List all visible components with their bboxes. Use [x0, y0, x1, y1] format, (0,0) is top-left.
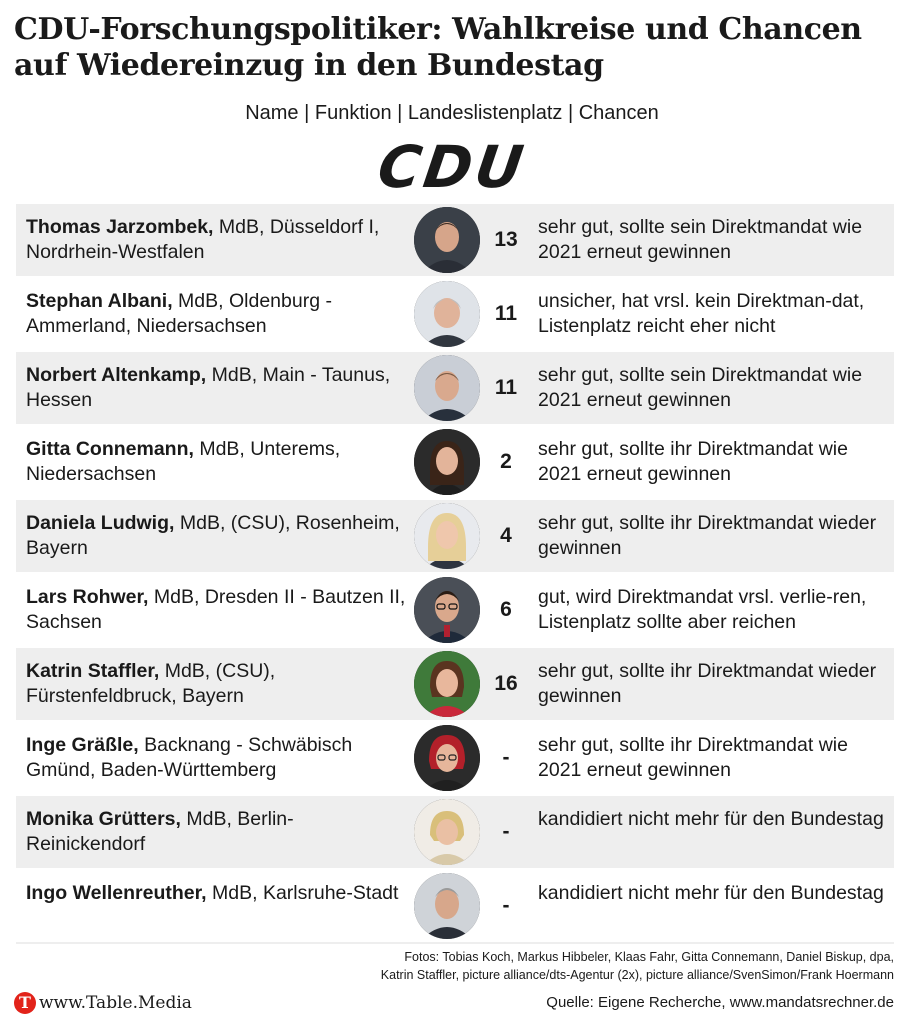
- chance-text: sehr gut, sollte sein Direktmandat wie 2…: [538, 216, 863, 263]
- person-name: Inge Gräßle,: [26, 734, 139, 756]
- portrait-photo: [414, 725, 480, 791]
- chance-text: sehr gut, sollte ihr Direktmandat wieder…: [538, 660, 877, 707]
- chance-text: sehr gut, sollte sein Direktmandat wie 2…: [538, 364, 863, 411]
- person-info: Norbert Altenkamp, MdB, Main - Taunus, H…: [26, 363, 406, 413]
- portrait-photo: [414, 873, 480, 939]
- chance-text: kandidiert nicht mehr für den Bundestag: [538, 808, 884, 830]
- person-name: Lars Rohwer,: [26, 586, 149, 608]
- person-detail: MdB, Berlin-Reinickendorf: [26, 808, 294, 855]
- chance-text: sehr gut, sollte ihr Direktmandat wieder…: [538, 512, 877, 559]
- table-row: Monika Grütters, MdB, Berlin-Reinickendo…: [16, 796, 894, 868]
- portrait-photo: [414, 429, 480, 495]
- person-detail: MdB, (CSU), Fürstenfeldbruck, Bayern: [26, 660, 276, 707]
- person-detail: MdB, Karlsruhe-Stadt: [206, 882, 399, 904]
- column-legend: Name | Funktion | Landeslistenplatz | Ch…: [245, 102, 659, 124]
- footer-divider: [16, 942, 894, 944]
- list-rank: 4: [500, 524, 512, 547]
- person-name: Stephan Albani,: [26, 290, 173, 312]
- person-detail: MdB, Düsseldorf I, Nordrhein-Westfalen: [26, 216, 380, 263]
- list-rank: 2: [500, 450, 512, 473]
- person-info: Inge Gräßle, Backnang - Schwäbisch Gmünd…: [26, 733, 406, 783]
- person-info: Monika Grütters, MdB, Berlin-Reinickendo…: [26, 807, 406, 857]
- table-row: Inge Gräßle, Backnang - Schwäbisch Gmünd…: [16, 722, 894, 794]
- person-name: Daniela Ludwig,: [26, 512, 175, 534]
- person-info: Gitta Connemann, MdB, Unterems, Niedersa…: [26, 437, 406, 487]
- table-row: Gitta Connemann, MdB, Unterems, Niedersa…: [16, 426, 894, 498]
- person-detail: MdB, Unterems, Niedersachsen: [26, 438, 341, 485]
- list-rank: -: [502, 820, 510, 843]
- page-title: CDU-Forschungspolitiker: Wahlkreise und …: [14, 12, 862, 83]
- portrait-photo: [414, 577, 480, 643]
- table-row: Thomas Jarzombek, MdB, Düsseldorf I, Nor…: [16, 204, 894, 276]
- portrait-photo: [414, 651, 480, 717]
- chance-text: sehr gut, sollte ihr Direktmandat wie 20…: [538, 734, 848, 781]
- source-note: Quelle: Eigene Recherche, www.mandatsrec…: [546, 994, 894, 1011]
- politician-table: Thomas Jarzombek, MdB, Düsseldorf I, Nor…: [16, 204, 894, 944]
- table-row: Daniela Ludwig, MdB, (CSU), Rosenheim, B…: [16, 500, 894, 572]
- portrait-photo: [414, 503, 480, 569]
- person-info: Katrin Staffler, MdB, (CSU), Fürstenfeld…: [26, 659, 406, 709]
- table-row: Ingo Wellenreuther, MdB, Karlsruhe-Stadt…: [16, 870, 894, 942]
- list-rank: 13: [494, 228, 518, 251]
- person-info: Stephan Albani, MdB, Oldenburg - Ammerla…: [26, 289, 406, 339]
- chance-text: gut, wird Direktmandat vrsl. verlie-ren,…: [538, 586, 867, 633]
- portrait-photo: [414, 281, 480, 347]
- portrait-photo: [414, 355, 480, 421]
- brand-footer[interactable]: T www.Table.Media: [14, 991, 192, 1015]
- list-rank: 11: [494, 376, 518, 399]
- person-name: Katrin Staffler,: [26, 660, 160, 682]
- person-info: Ingo Wellenreuther, MdB, Karlsruhe-Stadt: [26, 881, 406, 906]
- list-rank: 16: [494, 672, 518, 695]
- person-detail: MdB, (CSU), Rosenheim, Bayern: [26, 512, 400, 559]
- person-name: Monika Grütters,: [26, 808, 181, 830]
- cdu-logo: CDU: [373, 133, 531, 201]
- photo-credits-line: Fotos: Tobias Koch, Markus Hibbeler, Kla…: [404, 950, 894, 964]
- brand-url[interactable]: www.Table.Media: [39, 993, 192, 1013]
- chance-text: unsicher, hat vrsl. kein Direktman-dat, …: [538, 290, 865, 337]
- person-info: Daniela Ludwig, MdB, (CSU), Rosenheim, B…: [26, 511, 406, 561]
- table-row: Lars Rohwer, MdB, Dresden II - Bautzen I…: [16, 574, 894, 646]
- chance-text: kandidiert nicht mehr für den Bundestag: [538, 882, 884, 904]
- portrait-photo: [414, 799, 480, 865]
- person-name: Norbert Altenkamp,: [26, 364, 207, 386]
- person-detail: MdB, Main - Taunus, Hessen: [26, 364, 391, 411]
- chance-text: sehr gut, sollte ihr Direktmandat wie 20…: [538, 438, 848, 485]
- list-rank: -: [502, 894, 510, 917]
- photo-credits-line: Katrin Staffler, picture alliance/dts-Ag…: [380, 968, 894, 982]
- table-row: Katrin Staffler, MdB, (CSU), Fürstenfeld…: [16, 648, 894, 720]
- person-detail: MdB, Oldenburg - Ammerland, Niedersachse…: [26, 290, 332, 337]
- person-detail: Backnang - Schwäbisch Gmünd, Baden-Württ…: [26, 734, 353, 781]
- person-name: Thomas Jarzombek,: [26, 216, 214, 238]
- person-detail: MdB, Dresden II - Bautzen II, Sachsen: [26, 586, 406, 633]
- table-row: Stephan Albani, MdB, Oldenburg - Ammerla…: [16, 278, 894, 350]
- list-rank: 11: [494, 302, 518, 325]
- list-rank: 6: [500, 598, 512, 621]
- list-rank: -: [502, 746, 510, 769]
- person-name: Ingo Wellenreuther,: [26, 882, 207, 904]
- person-info: Thomas Jarzombek, MdB, Düsseldorf I, Nor…: [26, 215, 406, 265]
- portrait-photo: [414, 207, 480, 273]
- photo-credits: Fotos: Tobias Koch, Markus Hibbeler, Kla…: [194, 948, 894, 984]
- person-name: Gitta Connemann,: [26, 438, 194, 460]
- person-info: Lars Rohwer, MdB, Dresden II - Bautzen I…: [26, 585, 406, 635]
- table-media-logo-icon: T: [14, 992, 36, 1014]
- table-row: Norbert Altenkamp, MdB, Main - Taunus, H…: [16, 352, 894, 424]
